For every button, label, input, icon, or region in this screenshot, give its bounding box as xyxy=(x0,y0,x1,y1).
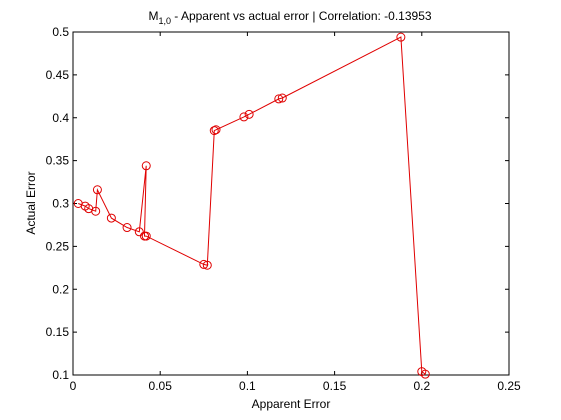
data-point xyxy=(211,125,221,135)
title-subscript: 1,0 xyxy=(158,16,171,26)
y-tick-label: 0.3 xyxy=(52,197,69,211)
data-point xyxy=(141,161,151,171)
y-tick-label: 0.1 xyxy=(52,368,69,382)
chart-title: M1,0 - Apparent vs actual error | Correl… xyxy=(148,9,431,26)
y-tick-label: 0.4 xyxy=(52,111,69,125)
plot-area xyxy=(72,31,510,376)
x-tick-label: 0.1 xyxy=(239,379,256,393)
y-tick-label: 0.15 xyxy=(46,325,70,339)
title-main: M xyxy=(148,9,158,23)
data-point xyxy=(277,93,287,103)
x-tick-label: 0.2 xyxy=(413,379,430,393)
data-point xyxy=(91,206,101,216)
data-point xyxy=(244,109,254,119)
y-tick-label: 0.35 xyxy=(46,154,70,168)
x-tick-label: 0 xyxy=(70,379,77,393)
x-axis-ticks: 0 0.05 0.1 0.15 0.2 0.25 xyxy=(70,32,521,393)
x-tick-label: 0.25 xyxy=(497,379,521,393)
series-layer xyxy=(73,32,430,379)
data-point xyxy=(92,185,102,195)
title-rest: - Apparent vs actual error | Correlation… xyxy=(171,9,432,23)
data-point xyxy=(202,260,212,270)
y-axis-ticks: 0.1 0.15 0.2 0.25 0.3 0.35 0.4 0.45 0.5 xyxy=(46,25,509,382)
data-point xyxy=(274,94,284,104)
data-point xyxy=(141,231,151,241)
y-axis-label: Actual Error xyxy=(24,171,38,234)
data-point xyxy=(199,259,209,269)
data-point xyxy=(420,369,430,379)
x-tick-label: 0.05 xyxy=(149,379,173,393)
data-point xyxy=(122,223,132,233)
data-point xyxy=(106,213,116,223)
y-tick-label: 0.25 xyxy=(46,239,70,253)
series-line xyxy=(78,36,426,375)
y-tick-label: 0.2 xyxy=(52,282,69,296)
y-tick-label: 0.45 xyxy=(46,68,70,82)
data-point xyxy=(239,112,249,122)
data-point xyxy=(209,126,219,136)
data-point xyxy=(396,32,406,42)
x-tick-label: 0.15 xyxy=(323,379,347,393)
y-tick-label: 0.5 xyxy=(52,25,69,39)
x-axis-label: Apparent Error xyxy=(252,397,331,411)
